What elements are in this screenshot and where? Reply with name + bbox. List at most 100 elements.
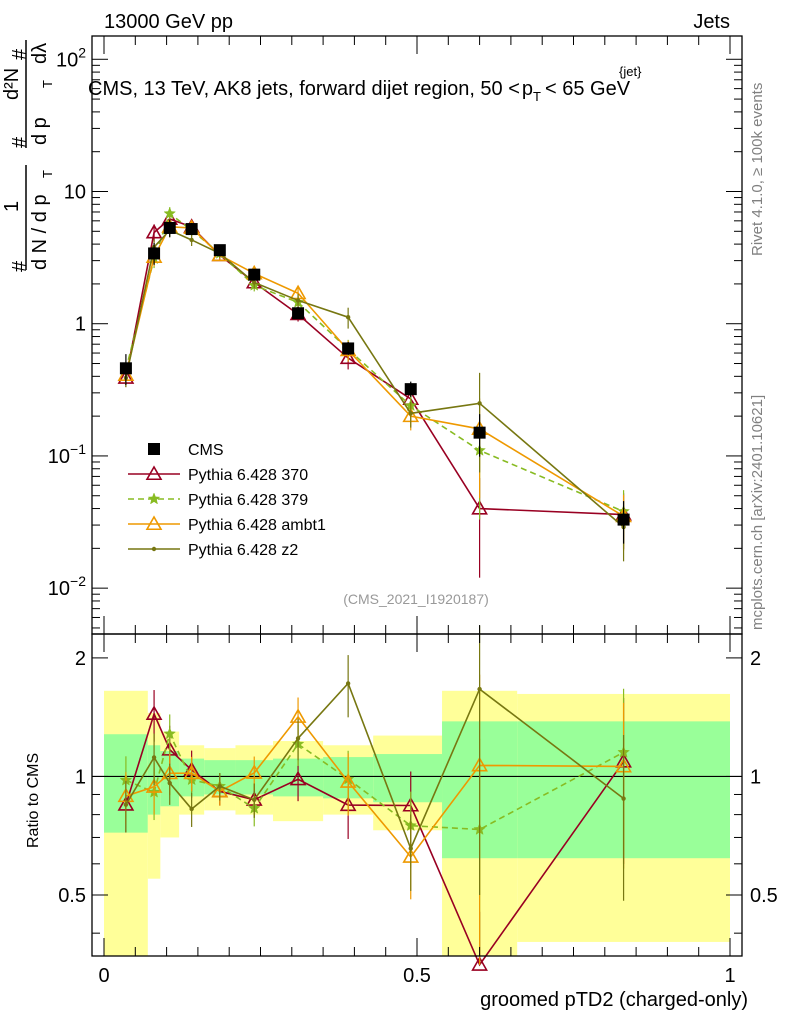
series-marker [189, 806, 194, 812]
series-marker [151, 755, 157, 760]
legend-label: Pythia 6.428 z2 [188, 542, 298, 559]
legend-entry: Pythia 6.428 ambt1 [128, 515, 326, 534]
series-marker [345, 681, 351, 686]
series-marker [145, 778, 163, 793]
plot-title-sub: T [533, 89, 541, 104]
legend: CMS Pythia 6.428 370 Pythia 6.428 379 Pythi… [128, 442, 326, 559]
series-marker [163, 727, 177, 740]
y-tick-label-ratio-right: 1 [750, 766, 761, 788]
data-marker-cms [617, 513, 630, 526]
ylabel-dpT: d p [29, 117, 51, 145]
series-marker [289, 770, 307, 786]
series-marker [183, 764, 201, 780]
series-marker [252, 797, 257, 803]
data-marker-cms [213, 244, 226, 257]
ylabel-hash3: # [9, 48, 31, 60]
plot-title-p: p [522, 78, 533, 100]
y-tick-label-top: 1 [75, 314, 86, 336]
legend-entry: Pythia 6.428 379 [128, 492, 308, 509]
data-marker-cms [292, 307, 305, 320]
ylabel-T: T [40, 170, 55, 178]
series-marker [408, 846, 413, 851]
y-tick-label-ratio: 0.5 [58, 885, 86, 907]
plot-title-sup: {jet} [619, 64, 642, 79]
ratio-series-layer [117, 625, 632, 971]
y-tick-label-top: 10 [64, 181, 86, 203]
series-marker [163, 206, 177, 220]
series-marker [621, 796, 626, 801]
ylabel-dN: d N / d p [29, 194, 51, 270]
data-marker-cms [342, 342, 355, 355]
series-marker [295, 298, 301, 303]
data-marker-cms [404, 383, 417, 396]
y-tick-label-top: 10−1 [48, 441, 86, 468]
y-tick-label-base: 10 [48, 446, 70, 468]
y-tick-label-top: 10−2 [48, 573, 86, 600]
cms-data-points [119, 219, 630, 544]
legend-label: Pythia 6.428 379 [188, 492, 308, 509]
series-marker [151, 546, 157, 552]
legend-label: CMS [188, 442, 224, 459]
ylabel-dlambda: dλ [29, 43, 51, 64]
header-left: 13000 GeV pp [104, 11, 233, 33]
series-marker [471, 956, 488, 971]
series-marker [145, 515, 163, 531]
series-marker [252, 280, 257, 285]
y-tick-label-ratio-right: 0.5 [750, 885, 778, 907]
legend-entry: CMS [148, 442, 224, 459]
y-tick-label-exp: 2 [78, 44, 86, 60]
ylabel-d2N: d²N [1, 68, 23, 100]
ratio-uncertainty-bands [92, 690, 742, 956]
data-marker-cms [119, 362, 132, 375]
data-marker-cms [163, 221, 176, 234]
series-marker [345, 315, 351, 320]
y-tick-label-ratio-right: 2 [750, 648, 761, 670]
y-tick-label-base: 10 [48, 578, 70, 600]
side-label-rivet: Rivet 4.1.0, ≥ 100k events [749, 83, 766, 256]
y-tick-label-ratio: 1 [75, 766, 86, 788]
legend-entry: Pythia 6.428 370 [128, 465, 308, 484]
ylabel-T2: T [40, 80, 55, 88]
data-marker-cms [185, 223, 198, 236]
y-tick-label-base: 10 [56, 49, 78, 71]
x-axis-label: groomed pTD2 (charged-only) [480, 989, 748, 1011]
series-marker [189, 237, 194, 243]
series-marker [408, 411, 413, 416]
x-tick-label: 0 [98, 965, 109, 987]
top-series-layer [117, 206, 632, 578]
series-marker [339, 349, 357, 365]
y-tick-label-exp: −1 [70, 441, 86, 457]
x-tick-label: 0.5 [403, 965, 431, 987]
y-tick-label-ratio: 2 [75, 648, 86, 670]
y-tick-label-exp: −2 [70, 573, 86, 589]
series-marker [145, 705, 163, 720]
ratio-plot-frame [91, 633, 743, 957]
plot-title-end: < 65 GeV [545, 78, 631, 100]
series-marker [123, 802, 129, 807]
ylabel-hash2: # [9, 136, 31, 148]
data-marker-cms [473, 426, 486, 439]
plot-title: CMS, 13 TeV, AK8 jets, forward dijet reg… [88, 78, 631, 104]
ratio-series-3 [123, 625, 626, 901]
header-right: Jets [693, 11, 730, 33]
series-marker [145, 223, 163, 239]
series-marker [167, 780, 172, 786]
series-marker [245, 764, 263, 779]
series-marker [295, 736, 301, 741]
analysis-tag: (CMS_2021_I1920187) [343, 591, 489, 607]
y-tick-label-top: 102 [56, 44, 86, 71]
ylabel-hash1: # [9, 260, 31, 272]
side-label-mcplots: mcplots.cern.ch [arXiv:2401.10621] [749, 395, 766, 630]
series-marker [339, 773, 357, 788]
top-series-3 [123, 223, 626, 562]
y-axis-label-ratio: Ratio to CMS [25, 753, 42, 848]
data-marker-cms [148, 247, 161, 260]
plot-title-main: CMS, 13 TeV, AK8 jets, forward dijet reg… [88, 78, 520, 100]
series-marker [147, 492, 161, 505]
series-marker [477, 686, 482, 692]
legend-label: Pythia 6.428 ambt1 [188, 517, 326, 534]
data-marker-cms [148, 443, 160, 455]
series-marker [217, 784, 223, 789]
